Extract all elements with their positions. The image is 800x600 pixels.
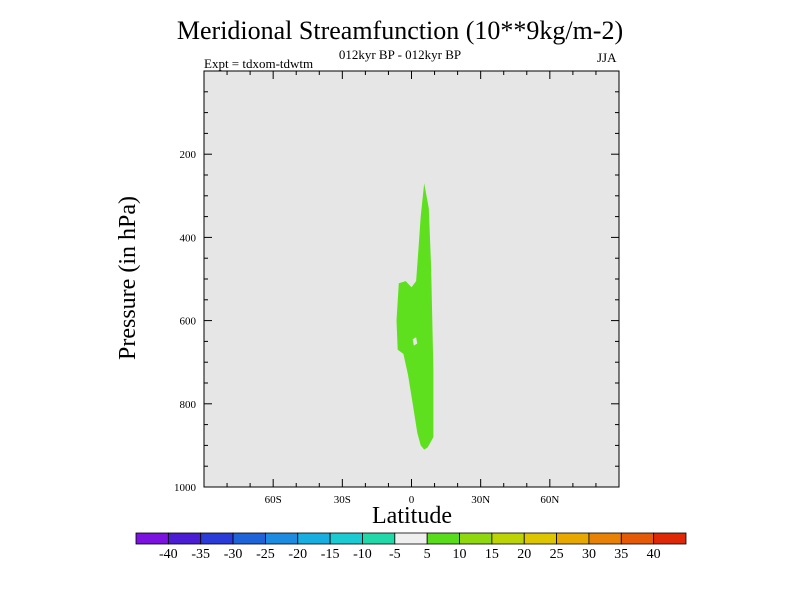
colorbar-swatch xyxy=(491,532,525,545)
colorbar-label: 5 xyxy=(424,547,431,562)
colorbar-swatch xyxy=(426,532,460,545)
contour-region-0 xyxy=(396,183,434,450)
chart-subtitle: 012kyr BP - 012kyr BP xyxy=(338,47,462,62)
y-tick-label: 600 xyxy=(180,316,197,328)
plot-frame xyxy=(203,70,620,488)
colorbar-swatch xyxy=(556,532,590,545)
colorbar-label: -35 xyxy=(191,547,210,562)
colorbar: -40 -35 -30 -25 -20 -15 -10 -5 5 10 15 20 25 30 35 40 xyxy=(135,532,687,562)
colorbar-label: -15 xyxy=(321,547,340,562)
colorbar-swatch xyxy=(588,532,622,545)
colorbar-swatch xyxy=(394,532,428,545)
colorbar-swatch xyxy=(329,532,363,545)
colorbar-label: -20 xyxy=(288,547,307,562)
colorbar-label: 15 xyxy=(485,547,499,562)
y-tick-label: 800 xyxy=(180,399,197,411)
colorbar-label: -25 xyxy=(256,547,275,562)
x-tick-label: 30S xyxy=(334,494,351,506)
colorbar-label: 35 xyxy=(614,547,628,562)
colorbar-swatch xyxy=(653,532,687,545)
x-tick-label: 30N xyxy=(471,494,490,506)
colorbar-label: 40 xyxy=(647,547,661,562)
colorbar-label: 20 xyxy=(517,547,531,562)
chart-title: Meridional Streamfunction (10**9kg/m-2) xyxy=(176,16,624,45)
y-tick-label: 1000 xyxy=(174,482,197,494)
y-axis: 200 400 600 800 1000 xyxy=(174,149,619,494)
x-axis: 60S 30S 0 30N 60N xyxy=(265,71,559,506)
colorbar-swatch xyxy=(523,532,557,545)
season-label: JJA xyxy=(597,50,617,65)
colorbar-swatch xyxy=(167,532,202,545)
colorbar-label: -5 xyxy=(389,547,401,562)
colorbar-label: 30 xyxy=(582,547,596,562)
colorbar-label: -10 xyxy=(353,547,372,562)
colorbar-swatch xyxy=(265,532,299,545)
colorbar-label: -40 xyxy=(159,547,178,562)
colorbar-swatch xyxy=(135,532,169,545)
experiment-label: Expt = tdxom-tdwtm xyxy=(204,56,314,71)
x-tick-label: 60S xyxy=(265,494,282,506)
colorbar-label: -30 xyxy=(224,547,243,562)
y-tick-label: 400 xyxy=(180,232,197,244)
minor-ticks xyxy=(204,71,619,487)
colorbar-swatch xyxy=(362,532,396,545)
colorbar-swatch xyxy=(620,532,655,545)
colorbar-swatch xyxy=(200,532,234,545)
x-axis-title: Latitude xyxy=(372,503,452,529)
contour-regions xyxy=(396,183,434,450)
colorbar-swatch xyxy=(297,532,331,545)
colorbar-swatch xyxy=(232,532,266,545)
colorbar-label: 10 xyxy=(453,547,467,562)
colorbar-label: 25 xyxy=(550,547,564,562)
x-tick-label: 60N xyxy=(540,494,559,506)
x-tick-label: 0 xyxy=(409,494,415,506)
colorbar-swatch xyxy=(459,532,493,545)
y-tick-label: 200 xyxy=(180,149,197,161)
plot-area xyxy=(204,71,619,487)
